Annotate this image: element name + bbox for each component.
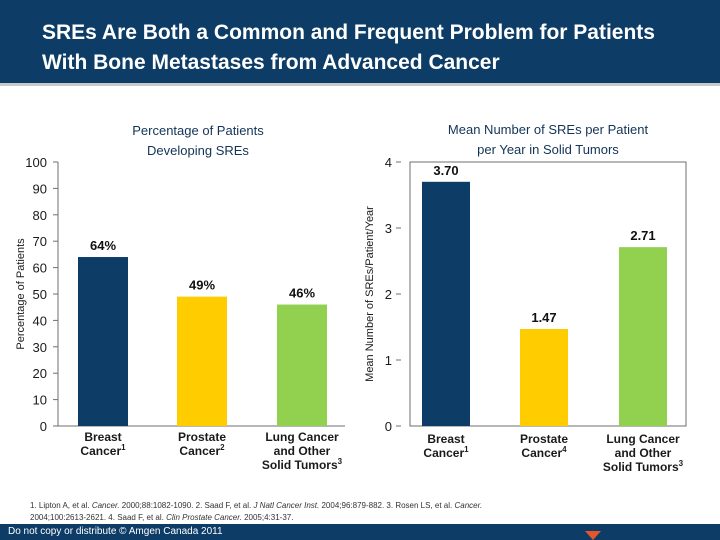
footer-bar: Do not copy or distribute © Amgen Canada… [0, 524, 720, 540]
chart-right-category-label-3: and Other [615, 446, 672, 460]
chart-right-value-label-3: 2.71 [630, 228, 655, 243]
chart-left-ytick-label: 50 [33, 287, 47, 302]
chart-left-value-label-3: 46% [289, 286, 315, 301]
chart-left-category-label-3: and Other [274, 444, 331, 458]
slide-title: SREs Are Both a Common and Frequent Prob… [42, 18, 712, 78]
chart-left-bar-2 [177, 296, 227, 426]
footnote-line2: 2004;100:2613-2621. 4. Saad F, et al. Cl… [30, 513, 294, 522]
chart-right-category-label-1: Cancer1 [423, 445, 469, 460]
chart-left-category-label-1: Cancer1 [80, 443, 126, 458]
footnote-references: 1. Lipton A, et al. Cancer. 2000;88:1082… [30, 500, 550, 522]
chart-right-category-label-2: Prostate [520, 432, 568, 446]
chart-right-category-label-2: Cancer4 [521, 445, 567, 460]
title-bar: SREs Are Both a Common and Frequent Prob… [0, 0, 720, 86]
chart-left-ytick-label: 100 [25, 155, 47, 170]
chart-left-category-label-3: Lung Cancer [265, 430, 339, 444]
chart-right-ylabel: Mean Number of SREs/Patient/Year [364, 206, 376, 382]
chart-left-category-label-2: Prostate [178, 430, 226, 444]
corner-triangle-icon [585, 531, 601, 540]
chart-left-ytick-label: 60 [33, 261, 47, 276]
chart-right-ytick-label: 4 [385, 155, 392, 170]
slide-title-line1: SREs Are Both a Common and Frequent Prob… [42, 21, 655, 44]
chart-left-value-label-1: 64% [90, 238, 116, 253]
chart-right-value-label-1: 3.70 [433, 163, 458, 178]
copyright-notice: Do not copy or distribute © Amgen Canada… [8, 526, 223, 537]
chart-left-bar-1 [78, 257, 128, 426]
chart-left-title-line1: Percentage of Patients [132, 123, 264, 138]
chart-left-category-label-3: Solid Tumors3 [262, 457, 343, 472]
chart-right-ytick-label: 3 [385, 221, 392, 236]
chart-left-ylabel: Percentage of Patients [15, 238, 27, 350]
footnote-line1: 1. Lipton A, et al. Cancer. 2000;88:1082… [30, 501, 483, 510]
chart-left-category-label-1: Breast [84, 430, 121, 444]
slide-title-line2: With Bone Metastases from Advanced Cance… [42, 51, 500, 74]
chart-left-ytick-label: 0 [40, 419, 47, 434]
chart-right-bar-2 [520, 328, 568, 426]
chart-right-title-line2: per Year in Solid Tumors [477, 142, 619, 157]
chart-right-category-label-1: Breast [427, 432, 464, 446]
chart-left-value-label-2: 49% [189, 278, 215, 293]
chart-left-ytick-label: 90 [33, 181, 47, 196]
chart-left-ytick-label: 70 [33, 234, 47, 249]
chart-left-category-label-2: Cancer2 [179, 443, 225, 458]
chart-left-title-line2: Developing SREs [147, 143, 249, 158]
chart-right-ytick-label: 2 [385, 287, 392, 302]
chart-right-bar-3 [619, 247, 667, 426]
chart-left-ytick-label: 40 [33, 313, 47, 328]
chart-left-ytick-label: 10 [33, 393, 47, 408]
chart-left-ytick-label: 20 [33, 366, 47, 381]
chart-right-category-label-3: Lung Cancer [606, 432, 680, 446]
chart-right-title-line1: Mean Number of SREs per Patient [448, 122, 649, 137]
chart-right-ytick-label: 0 [385, 419, 392, 434]
chart-right-category-label-3: Solid Tumors3 [603, 459, 684, 474]
chart-left-ytick-label: 80 [33, 208, 47, 223]
chart-left-bar-3 [277, 304, 327, 426]
chart-right-value-label-2: 1.47 [531, 310, 556, 325]
chart-right-ytick-label: 1 [385, 353, 392, 368]
chart-left-ytick-label: 30 [33, 340, 47, 355]
chart-right-bar-1 [422, 181, 470, 426]
